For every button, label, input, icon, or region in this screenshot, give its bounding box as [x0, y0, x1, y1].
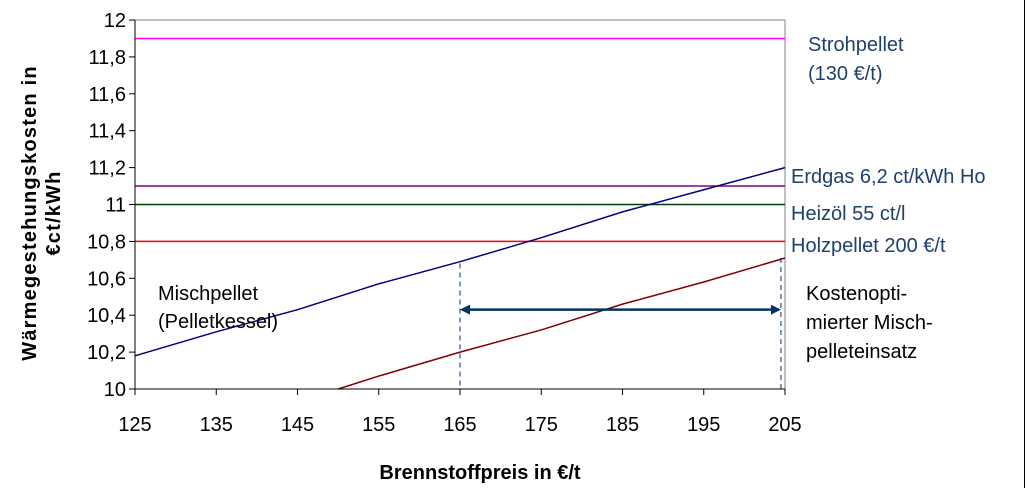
x-axis-label: Brennstoffpreis in €/t: [379, 462, 580, 484]
y-tick-label: 11,8: [89, 47, 126, 69]
y-tick-label: 10,2: [87, 342, 126, 364]
label-kosten-3: pelleteinsatz: [806, 341, 917, 363]
label-erdgas: Erdgas 6,2 ct/kWh Ho: [791, 166, 986, 188]
series-lines: [134, 37, 786, 390]
y-tick-label: 11,6: [89, 84, 126, 106]
label-strohpellet-2: (130 €/t): [808, 63, 882, 85]
x-tick-label: 155: [362, 414, 395, 436]
label-mischpellet-2: (Pelletkessel): [158, 311, 278, 333]
label-holzpellet: Holzpellet 200 €/t: [791, 235, 946, 257]
x-tick-label: 125: [118, 414, 151, 436]
label-kosten-2: mierter Misch-: [806, 312, 933, 334]
y-tick-label: 12: [104, 10, 126, 32]
y-axis-label-line1: Wärmegestehungskosten in: [19, 65, 41, 361]
series-line-5: [337, 257, 786, 390]
series-line-4: [134, 166, 786, 357]
y-tick-label: 10,6: [87, 268, 126, 290]
right-border: [1024, 0, 1025, 488]
y-tick-label: 10,4: [87, 305, 126, 327]
x-tick-label: 135: [200, 414, 233, 436]
y-ticks: 10 10,2 10,4 10,6 10,8 11 11,2 11,4 11,6 11,8 12: [87, 10, 135, 401]
y-tick-label: 11,2: [89, 158, 126, 180]
range-marker: [459, 258, 782, 389]
x-tick-label: 145: [281, 414, 314, 436]
label-kosten-1: Kostenopti-: [806, 283, 907, 305]
label-heizoel: Heizöl 55 ct/l: [791, 203, 906, 225]
x-ticks: 125 135 145 155 165 175 185 195 205: [118, 389, 802, 436]
x-tick-label: 165: [443, 414, 476, 436]
label-strohpellet-1: Strohpellet: [808, 34, 904, 56]
y-tick-label: 11,4: [89, 121, 126, 143]
y-axis-label-line2: €ct/kWh: [43, 170, 65, 255]
x-tick-label: 195: [687, 414, 720, 436]
x-tick-label: 205: [768, 414, 801, 436]
label-mischpellet-1: Mischpellet: [158, 283, 258, 305]
y-tick-label: 11: [105, 195, 126, 217]
x-tick-label: 185: [606, 414, 639, 436]
y-tick-label: 10,8: [87, 231, 126, 253]
y-tick-label: 10: [104, 379, 126, 401]
x-tick-label: 175: [525, 414, 558, 436]
